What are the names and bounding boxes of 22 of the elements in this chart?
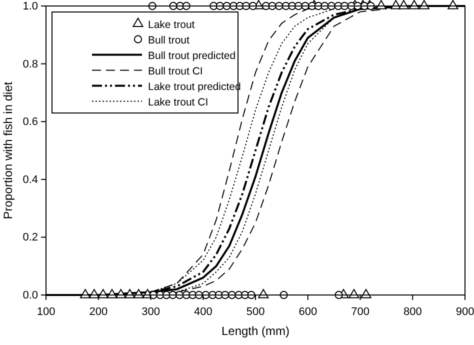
y-tick-label: 0.0: [22, 290, 38, 302]
legend-label: Bull trout CI: [148, 65, 203, 78]
y-axis-title: Proportion with fish in diet: [1, 81, 15, 220]
x-tick-label: 500: [246, 306, 265, 318]
x-axis-title: Length (mm): [221, 324, 290, 338]
y-tick-label: 0.8: [22, 58, 38, 70]
y-tick-label: 0.6: [22, 116, 38, 128]
x-tick-label: 200: [89, 306, 108, 318]
y-tick-label: 1.0: [22, 0, 38, 13]
legend-label: Bull trout predicted: [148, 50, 236, 62]
legend-label: Lake trout CI: [148, 96, 208, 108]
x-tick-label: 700: [351, 306, 370, 318]
legend-label: Bull trout: [148, 34, 190, 46]
x-tick-label: 100: [36, 306, 56, 318]
x-tick-label: 400: [194, 306, 212, 318]
y-tick-label: 0.4: [22, 174, 38, 186]
x-tick-label: 600: [298, 306, 318, 318]
legend-label: Lake trout: [148, 18, 195, 31]
y-tick-label: 0.2: [22, 232, 38, 244]
x-tick-label: 800: [403, 306, 422, 318]
x-tick-label: 900: [456, 306, 474, 318]
x-tick-label: 300: [142, 306, 160, 318]
